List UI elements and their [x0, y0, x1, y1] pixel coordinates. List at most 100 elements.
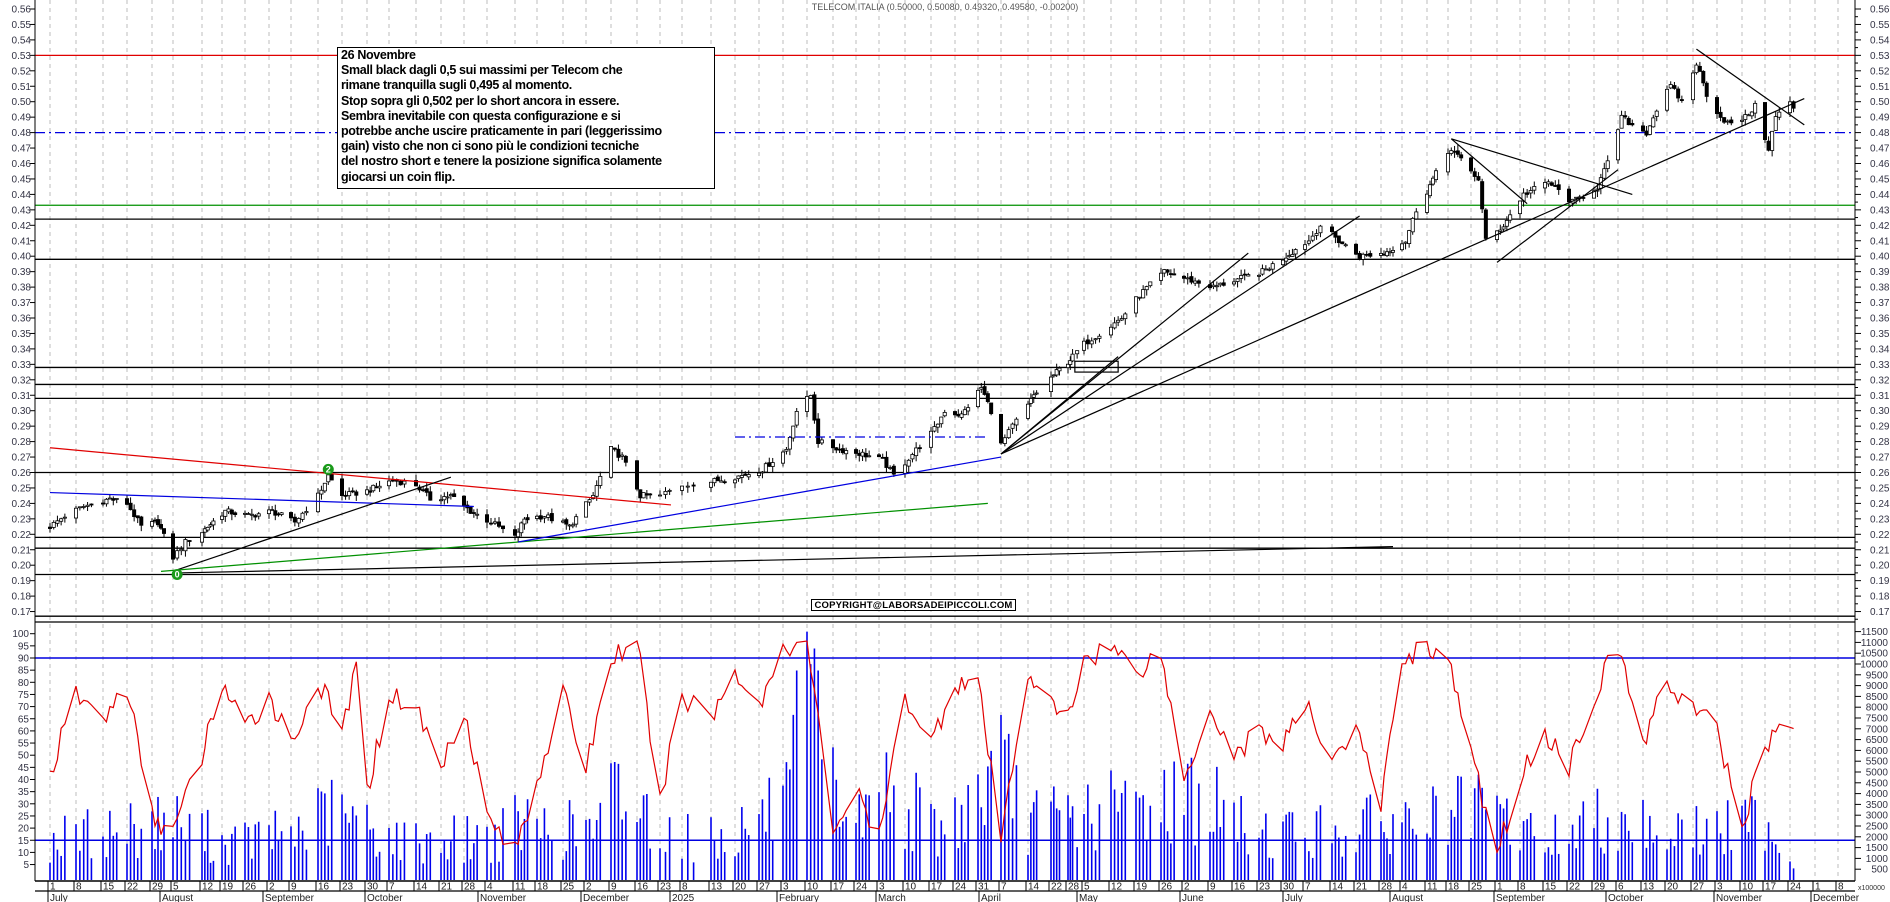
candle-body — [1303, 244, 1308, 250]
candle-body — [199, 532, 204, 543]
candle-body — [620, 454, 625, 457]
candle-body — [402, 480, 407, 485]
candle-body — [1740, 119, 1745, 122]
candle-body — [304, 511, 309, 514]
candle-body — [1026, 403, 1031, 419]
week-label: 31 — [978, 882, 990, 893]
week-label: 12 — [202, 882, 214, 893]
candle-body — [834, 447, 839, 451]
candle-body — [1654, 110, 1659, 117]
week-label: 3 — [1717, 882, 1723, 893]
candle-body — [1410, 217, 1415, 233]
price-tick-label: 0.22 — [12, 530, 32, 541]
candle-body — [1085, 339, 1090, 345]
oscillator-tick-label: 65 — [18, 714, 30, 725]
oscillator — [49, 640, 1794, 855]
week-label: 13 — [1643, 882, 1655, 893]
candle-body — [917, 447, 922, 450]
candle-body — [1239, 275, 1244, 279]
candle-body — [1446, 153, 1451, 173]
week-label: 8 — [682, 882, 688, 893]
candle-body — [1623, 115, 1628, 118]
candle-body — [760, 471, 765, 474]
oscillator-line — [49, 640, 1794, 855]
candle-body — [158, 524, 163, 529]
candle-body — [1185, 277, 1190, 280]
trend-line — [49, 447, 672, 506]
candle-body — [1093, 338, 1098, 341]
price-tick-label: 0.48 — [12, 128, 32, 139]
oscillator-tick-label: 85 — [18, 666, 30, 677]
candle-body — [484, 514, 489, 523]
price-tick-label: 0.54 — [1870, 35, 1890, 46]
week-label: 16 — [1234, 882, 1246, 893]
week-label: 24 — [955, 882, 967, 893]
price-tick-label: 0.41 — [12, 236, 32, 247]
volume-tick-label: 2500 — [1866, 822, 1889, 833]
candle-body — [1498, 229, 1503, 232]
price-tick-label: 0.17 — [12, 607, 32, 618]
candle-body — [413, 480, 418, 487]
candle-body — [663, 490, 668, 495]
candle-body — [1263, 268, 1268, 271]
price-tick-label: 0.53 — [1870, 51, 1890, 62]
candle-body — [942, 412, 947, 417]
price-tick-label: 0.32 — [12, 375, 32, 386]
candle-body — [999, 413, 1004, 444]
candle-body — [428, 491, 433, 501]
price-tick-label: 0.55 — [12, 20, 32, 31]
week-label: 10 — [1742, 882, 1754, 893]
price-tick-label: 0.29 — [12, 422, 32, 433]
price-tick-label: 0.27 — [12, 453, 32, 464]
candle-body — [1480, 181, 1485, 210]
price-tick-label: 0.38 — [1870, 283, 1890, 294]
price-tick-label: 0.46 — [12, 159, 32, 170]
candle-body — [854, 449, 859, 454]
copyright-label: COPYRIGHT@LABORSADEIPICCOLI.COM — [811, 599, 1016, 611]
price-tick-label: 0.43 — [12, 205, 32, 216]
candle-body — [819, 439, 824, 444]
candle-body — [1116, 319, 1121, 323]
candle-body — [1014, 418, 1019, 426]
candle-body — [1144, 286, 1149, 291]
candle-body — [276, 513, 281, 516]
candle-body — [208, 524, 213, 527]
price-tick-label: 0.39 — [12, 267, 32, 278]
candle-body — [1070, 353, 1075, 362]
candle-body — [1148, 281, 1153, 287]
candle-body — [1097, 335, 1102, 339]
candle-body — [767, 462, 772, 467]
volume-tick-label: 10000 — [1860, 660, 1888, 671]
candle-body — [1002, 437, 1007, 444]
month-label: November — [1716, 893, 1763, 902]
week-label: 17 — [931, 882, 943, 893]
trend-line — [49, 491, 474, 508]
candle-body — [1746, 114, 1751, 117]
candle-body — [1232, 281, 1237, 285]
candle-body — [1193, 280, 1198, 284]
candle-body — [722, 481, 727, 484]
candle-body — [857, 453, 862, 456]
candle-body — [74, 507, 79, 519]
week-label: 25 — [563, 882, 575, 893]
candle-body — [1763, 102, 1768, 141]
month-label: October — [367, 893, 403, 902]
candle-body — [1528, 190, 1533, 194]
candle-body — [488, 522, 493, 525]
week-label: 9 — [291, 882, 297, 893]
candle-body — [903, 464, 908, 474]
candle-body — [959, 413, 964, 418]
week-label: 8 — [76, 882, 82, 893]
week-label: 1 — [50, 882, 56, 893]
candle-body — [667, 489, 672, 492]
month-label: November — [480, 893, 527, 902]
candle-body — [390, 479, 395, 482]
candle-body — [125, 498, 130, 505]
candle-body — [233, 512, 238, 515]
candle-body — [202, 528, 207, 533]
candle-body — [831, 439, 836, 449]
week-label: 16 — [637, 882, 649, 893]
wave-marker-label: 0 — [175, 570, 180, 580]
candle-body — [1357, 252, 1362, 259]
axes: 0.56 0.56 0.55 0.55 0.54 0.54 0.53 0.53 0.52 0.52… — [12, 0, 1890, 881]
